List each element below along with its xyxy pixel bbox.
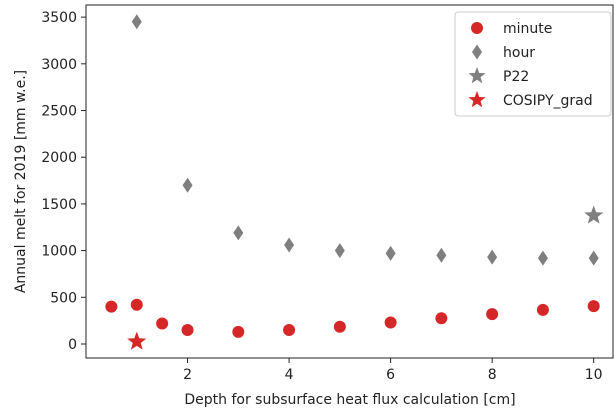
point-minute: [435, 312, 448, 325]
legend-marker-minute: [471, 22, 483, 34]
point-minute: [536, 303, 549, 316]
y-tick-label: 1000: [41, 244, 77, 260]
point-minute: [486, 308, 499, 321]
legend: minute hour P22 COSIPY_grad: [454, 11, 612, 117]
y-tick-label: 2500: [41, 104, 77, 120]
legend-marker-p22: [468, 67, 486, 84]
x-axis-label: Depth for subsurface heat flux calculati…: [184, 392, 515, 408]
x-tick-label: 10: [585, 367, 603, 383]
legend-label-p22: P22: [503, 69, 529, 85]
point-hour: [588, 250, 599, 266]
legend-marker-cosipy-grad: [468, 91, 486, 108]
point-minute: [283, 323, 296, 336]
point-minute: [181, 323, 194, 336]
x-tick-label: 2: [183, 367, 192, 383]
y-tick-label: 2000: [41, 150, 77, 166]
legend-box: [454, 11, 612, 117]
y-tick-label: 500: [50, 290, 77, 306]
y-tick-label: 1500: [41, 197, 77, 213]
legend-label-hour: hour: [503, 45, 535, 61]
point-minute: [232, 325, 245, 338]
point-minute: [156, 317, 169, 330]
point-hour: [487, 249, 498, 265]
legend-label-minute: minute: [503, 21, 552, 37]
legend-label-cosipy-grad: COSIPY_grad: [503, 93, 593, 109]
point-minute: [105, 300, 118, 313]
point-minute: [587, 300, 600, 313]
point-hour: [385, 245, 396, 261]
x-tick-label: 4: [285, 367, 294, 383]
point-minute: [384, 316, 397, 329]
point-hour: [131, 14, 142, 30]
x-tick-label: 6: [386, 367, 395, 383]
data-markers: [105, 14, 604, 350]
y-tick-label: 0: [68, 337, 77, 353]
axis-ticks: 2 4 6 8 10 0 500 1000 1500 2000 2500 3000 3500: [41, 10, 602, 383]
x-tick-label: 8: [488, 367, 497, 383]
legend-marker-hour: [472, 44, 482, 60]
point-minute: [130, 298, 143, 311]
y-axis-label: Annual melt for 2019 [mm w.e.]: [13, 70, 29, 293]
point-hour: [182, 177, 193, 193]
point-hour: [537, 250, 548, 266]
point-minute: [333, 320, 346, 333]
point-hour: [233, 225, 244, 241]
point-hour: [284, 237, 295, 253]
point-p22: [584, 205, 604, 224]
point-hour: [436, 247, 447, 263]
point-hour: [334, 243, 345, 259]
point-cosipy-grad: [127, 331, 147, 350]
y-tick-label: 3000: [41, 57, 77, 73]
y-tick-label: 3500: [41, 10, 77, 26]
